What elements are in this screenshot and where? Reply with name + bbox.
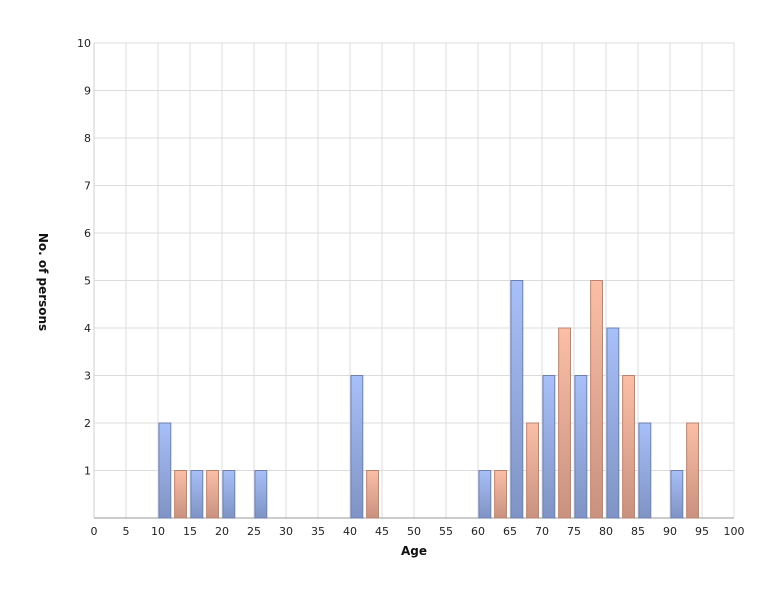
y-tick-label: 5 xyxy=(84,275,91,288)
y-tick-label: 9 xyxy=(84,85,91,98)
bar-series-1-age-80 xyxy=(606,327,620,519)
bar-series-1-age-20 xyxy=(222,470,236,519)
x-tick-label: 10 xyxy=(151,525,165,538)
bar-series-1-age-70 xyxy=(542,375,556,519)
grid xyxy=(93,42,735,519)
bar-series-2-age-90 xyxy=(686,422,699,519)
bar-series-1-age-85 xyxy=(638,422,652,519)
x-tick-label: 90 xyxy=(663,525,677,538)
y-tick-label: 8 xyxy=(84,132,91,145)
x-tick-label: 40 xyxy=(343,525,357,538)
y-tick-label: 4 xyxy=(84,322,91,335)
x-tick-label: 85 xyxy=(631,525,645,538)
bar-series-2-age-70 xyxy=(558,327,571,519)
y-tick-label: 6 xyxy=(84,227,91,240)
x-tick-label: 95 xyxy=(695,525,709,538)
bar-series-2-age-80 xyxy=(622,375,635,519)
x-tick-label: 80 xyxy=(599,525,613,538)
x-tick-label: 20 xyxy=(215,525,229,538)
x-tick-label: 30 xyxy=(279,525,293,538)
y-axis-title: No. of persons xyxy=(36,233,50,331)
x-tick-label: 0 xyxy=(91,525,98,538)
bar-series-1-age-90 xyxy=(670,470,684,519)
bar-series-2-age-65 xyxy=(526,422,539,519)
bar-series-1-age-15 xyxy=(190,470,204,519)
bar-series-1-age-75 xyxy=(574,375,588,519)
x-axis-title: Age xyxy=(401,544,427,558)
x-tick-label: 55 xyxy=(439,525,453,538)
bar-series-2-age-15 xyxy=(206,470,219,519)
bar-series-2-age-60 xyxy=(494,470,507,519)
bar-series-1-age-60 xyxy=(478,470,492,519)
bar-series-1-age-40 xyxy=(350,375,364,519)
bar-series-1-age-10 xyxy=(158,422,172,519)
x-tick-label: 70 xyxy=(535,525,549,538)
bar-series-1-age-25 xyxy=(254,470,268,519)
y-tick-label: 7 xyxy=(84,180,91,193)
x-tick-labels: 0 5 10 15 20 25 30 35 40 45 50 55 60 65 70 75 80 85 90 95 10… xyxy=(91,525,745,538)
bars xyxy=(158,280,699,519)
bar-series-1-age-65 xyxy=(510,280,524,519)
bar-series-2-age-10 xyxy=(174,470,187,519)
y-tick-label: 3 xyxy=(84,370,91,383)
x-tick-label: 45 xyxy=(375,525,389,538)
x-tick-label: 15 xyxy=(183,525,197,538)
x-tick-label: 35 xyxy=(311,525,325,538)
x-tick-label: 100 xyxy=(724,525,745,538)
x-tick-label: 25 xyxy=(247,525,261,538)
x-tick-label: 50 xyxy=(407,525,421,538)
x-tick-label: 75 xyxy=(567,525,581,538)
y-tick-label: 2 xyxy=(84,417,91,430)
y-tick-labels: 1 2 3 4 5 6 7 8 9 10 xyxy=(77,37,91,478)
bar-series-2-age-40 xyxy=(366,470,379,519)
x-tick-label: 5 xyxy=(123,525,130,538)
y-tick-label: 1 xyxy=(84,465,91,478)
x-tick-label: 60 xyxy=(471,525,485,538)
y-tick-label: 10 xyxy=(77,37,91,50)
bar-series-2-age-75 xyxy=(590,280,603,519)
x-tick-label: 65 xyxy=(503,525,517,538)
